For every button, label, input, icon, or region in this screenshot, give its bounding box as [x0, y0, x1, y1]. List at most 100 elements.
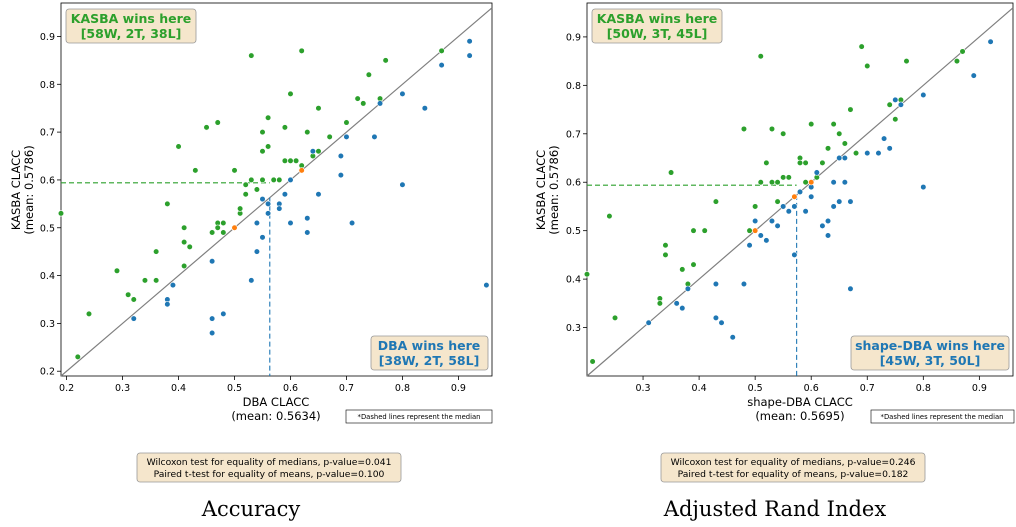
- accuracy-win-point-54: [365, 71, 372, 78]
- ari-loss-point-28: [830, 179, 837, 186]
- ari-win-point-42: [864, 62, 871, 70]
- accuracy-ttest-text: Paired t-test for equality of means, p-v…: [154, 469, 385, 480]
- accuracy-loss-point-12: [259, 195, 266, 203]
- ari-tie-point-2: [808, 179, 815, 186]
- accuracy-loss-point-17: [281, 191, 288, 198]
- accuracy-x-tick-label-6: 0.8: [395, 383, 410, 394]
- ari-y-tick-label-6: 0.9: [566, 32, 581, 43]
- ari-loss-point-4: [712, 280, 720, 288]
- accuracy-win-point-42: [287, 90, 294, 97]
- ari-loss-point-6: [718, 319, 725, 326]
- accuracy-win-point-3: [113, 267, 121, 274]
- accuracy-win-point-43: [292, 157, 300, 164]
- ari-shape-dba-wins-label: shape-DBA wins here: [855, 338, 1005, 353]
- accuracy-win-point-48: [315, 148, 322, 155]
- ari-win-point-14: [712, 198, 720, 205]
- accuracy-dba-wins-box: [370, 335, 489, 371]
- ari-win-point-48: [959, 48, 966, 55]
- ari-loss-point-16: [785, 208, 792, 215]
- accuracy-win-point-7: [153, 248, 160, 255]
- accuracy-y-tick-label-7: 0.9: [40, 32, 55, 43]
- accuracy-win-point-41: [287, 157, 294, 164]
- accuracy-win-point-28: [242, 191, 249, 198]
- accuracy-y-tick-label-0: 0.2: [40, 367, 55, 378]
- accuracy-loss-point-36: [483, 282, 490, 289]
- accuracy-loss-point-19: [287, 219, 294, 227]
- accuracy-loss-point-27: [348, 219, 356, 227]
- ari-y-tick-label-3: 0.6: [566, 178, 581, 189]
- accuracy-win-point-53: [360, 100, 367, 107]
- ari-loss-point-10: [752, 217, 759, 225]
- accuracy-loss-point-14: [265, 210, 272, 217]
- ari-win-point-20: [763, 159, 770, 166]
- accuracy-win-point-6: [141, 277, 149, 284]
- ari-loss-point-1: [673, 300, 680, 307]
- accuracy-x-tick-label-0: 0.2: [59, 383, 74, 394]
- accuracy-win-point-57: [438, 47, 445, 54]
- accuracy-loss-point-31: [399, 181, 406, 188]
- ari-x-tick-label-0: 0.3: [635, 383, 650, 394]
- accuracy-x-axis-label: DBA CLACC: [243, 395, 310, 409]
- ari-loss-point-8: [740, 280, 748, 288]
- accuracy-loss-point-24: [337, 172, 344, 179]
- ari-win-point-24: [774, 179, 781, 186]
- ari-loss-point-33: [847, 285, 854, 292]
- accuracy-loss-point-29: [376, 100, 384, 107]
- ari-win-point-16: [746, 227, 753, 234]
- ari-loss-point-43: [970, 72, 977, 79]
- ari-loss-point-0: [645, 319, 652, 326]
- accuracy-stats-box: [136, 452, 402, 483]
- ari-loss-point-22: [808, 193, 815, 200]
- accuracy-loss-point-8: [248, 277, 255, 284]
- ari-loss-point-32: [841, 154, 848, 162]
- accuracy-win-point-49: [315, 105, 322, 112]
- ari-x-tick-label-5: 0.8: [916, 383, 931, 394]
- ari-win-point-30: [802, 179, 809, 186]
- ari-win-point-19: [757, 179, 764, 186]
- accuracy-loss-point-34: [466, 52, 473, 59]
- accuracy-x-tick-label-3: 0.5: [227, 383, 242, 394]
- ari-win-point-18: [757, 53, 764, 60]
- accuracy-median-note: *Dashed lines represent the median: [358, 413, 481, 421]
- ari-y-tick-label-1: 0.4: [566, 275, 581, 286]
- accuracy-win-point-4: [125, 291, 132, 298]
- ari-loss-point-11: [757, 232, 764, 239]
- ari-win-point-35: [824, 145, 832, 152]
- ari-win-point-26: [780, 174, 787, 181]
- accuracy-y-tick-label-2: 0.4: [40, 271, 55, 282]
- accuracy-loss-point-33: [438, 62, 445, 69]
- accuracy-kasba-wins-box: [65, 8, 197, 44]
- accuracy-x-tick-label-1: 0.3: [115, 383, 130, 394]
- accuracy-wilcoxon-text: Wilcoxon test for equality of medians, p…: [147, 457, 392, 468]
- accuracy-caption: Accuracy: [201, 497, 301, 521]
- accuracy-x-tick-label-4: 0.6: [283, 383, 298, 394]
- ari-median-note-box: [870, 409, 1015, 424]
- accuracy-win-point-27: [242, 181, 249, 188]
- ari-win-point-40: [852, 150, 860, 157]
- ari-loss-point-2: [679, 305, 686, 312]
- accuracy-plot-frame: [60, 2, 493, 377]
- accuracy-loss-point-21: [304, 215, 311, 222]
- accuracy-x-tick-label-7: 0.9: [451, 383, 466, 394]
- ari-win-point-22: [768, 179, 776, 186]
- ari-win-point-34: [819, 159, 826, 166]
- accuracy-win-point-14: [186, 243, 193, 250]
- ari-win-point-1: [589, 358, 596, 365]
- ari-loss-point-19: [796, 188, 804, 196]
- ari-y-tick-label-2: 0.5: [566, 226, 581, 237]
- ari-win-point-7: [662, 251, 669, 258]
- ari-win-point-32: [808, 121, 815, 128]
- ari-loss-point-5: [712, 314, 720, 321]
- ari-win-point-37: [836, 130, 843, 137]
- accuracy-win-point-15: [192, 167, 199, 174]
- accuracy-loss-point-6: [209, 258, 216, 265]
- ari-loss-point-30: [836, 154, 843, 162]
- accuracy-win-point-8: [153, 277, 160, 284]
- ari-panel: 0.3 0.4 0.5 0.6 0.7 0.8 0.9 0.3 0.4 0.5 0.6 0.7 0.8…: [534, 2, 1015, 521]
- ari-loss-point-23: [813, 169, 820, 176]
- accuracy-win-point-31: [253, 186, 261, 193]
- accuracy-x-tick-label-2: 0.4: [171, 383, 186, 394]
- ari-win-point-31: [802, 159, 809, 166]
- accuracy-loss-point-28: [371, 133, 378, 140]
- accuracy-win-point-26: [237, 205, 244, 212]
